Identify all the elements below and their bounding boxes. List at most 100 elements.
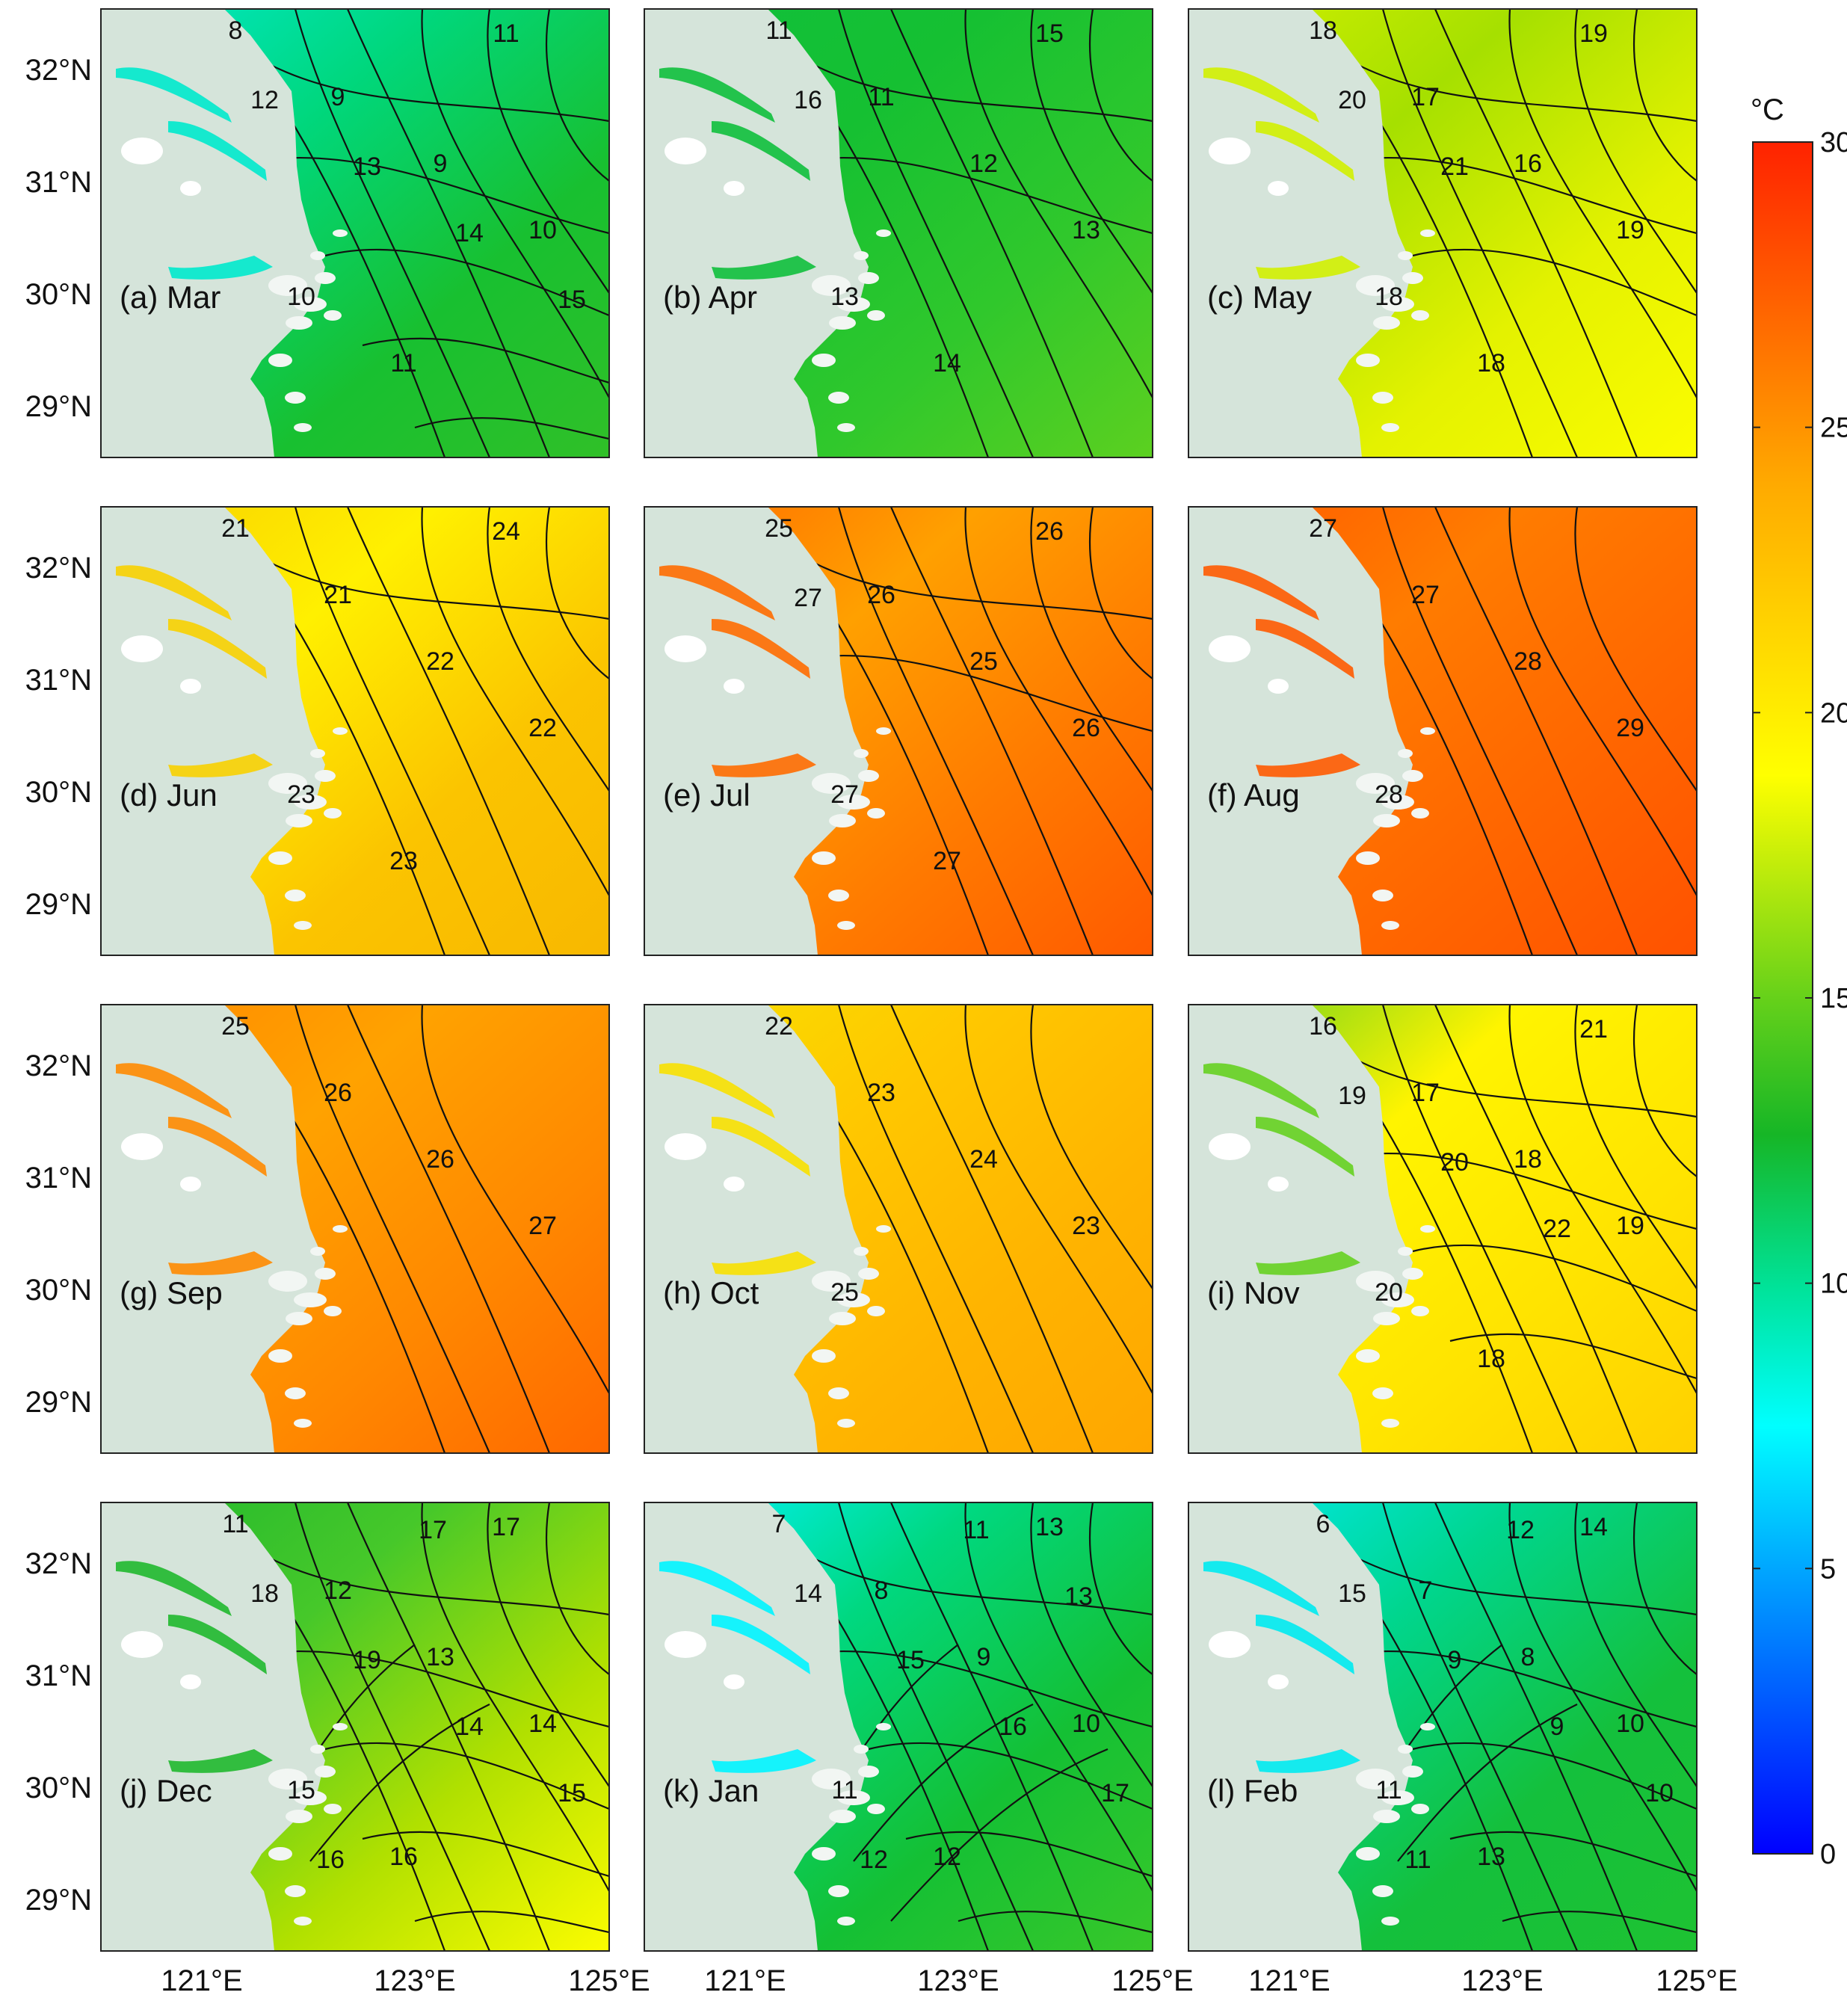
contour-label: 24: [969, 1145, 998, 1174]
contour-label: 9: [1448, 1646, 1462, 1674]
contour-label: 17: [1411, 83, 1440, 111]
land: [101, 507, 325, 955]
yangtze-channel: [659, 1063, 775, 1118]
island: [268, 1349, 292, 1363]
contour-label: 14: [794, 1579, 822, 1608]
latitude-tick-label: 30°N: [25, 1274, 92, 1307]
island: [1398, 749, 1413, 758]
island: [285, 1387, 306, 1399]
contour-label: 11: [1375, 1776, 1402, 1804]
island: [1372, 1387, 1393, 1399]
island: [333, 1225, 348, 1233]
panel-frame: [1188, 8, 1698, 458]
isotherm-line: [1089, 9, 1153, 182]
isotherm-line: [868, 1742, 1153, 1810]
latitude-tick-label: 31°N: [25, 1659, 92, 1692]
island: [1411, 1306, 1429, 1316]
isotherm-line: [964, 9, 1153, 398]
yangtze-channel: [712, 121, 810, 181]
island: [294, 921, 312, 930]
yangtze-channel: [168, 1615, 267, 1674]
isotherm-line: [1434, 9, 1638, 457]
panel-label: (l) Feb: [1207, 1773, 1298, 1808]
map-panel-apr: 11 11 12 13 13 14 15 16 (b) Apr: [644, 8, 1153, 458]
panel-frame: [1188, 1502, 1698, 1952]
island: [310, 1745, 325, 1754]
island: [837, 795, 870, 810]
land: [1188, 1502, 1413, 1951]
contour-label: 14: [455, 219, 484, 247]
hangzhou-bay: [712, 753, 816, 777]
hangzhou-bay: [1256, 1251, 1360, 1275]
yangtze-channel: [1203, 1063, 1319, 1118]
contour-label: 23: [389, 847, 418, 875]
isotherm-line: [487, 9, 609, 294]
contour-label: 26: [1072, 714, 1100, 742]
contour-label: 15: [896, 1646, 925, 1674]
island: [867, 1804, 885, 1814]
contour-label: 11: [1404, 1846, 1431, 1874]
island: [1356, 1349, 1380, 1363]
isotherm-line: [837, 1502, 1034, 1951]
yangtze-channel: [712, 1615, 810, 1674]
isotherm-lines: [756, 1502, 1153, 1951]
contour-label: 27: [830, 780, 859, 809]
latitude-tick-label: 32°N: [25, 552, 92, 585]
isotherm-line: [546, 9, 609, 182]
lake: [1209, 1631, 1251, 1658]
isotherm-line: [1089, 507, 1153, 679]
island: [315, 1268, 336, 1280]
latitude-tick-label: 31°N: [25, 166, 92, 199]
island: [854, 749, 869, 758]
isotherm-line: [1633, 1502, 1697, 1675]
contour-label: 26: [324, 1079, 352, 1107]
island: [1372, 890, 1393, 901]
yangtze-channel: [116, 1561, 232, 1616]
isotherm-line: [889, 1005, 1094, 1453]
yangtze-channel: [1256, 121, 1354, 181]
isotherm-line: [793, 53, 1153, 123]
isotherm-line: [346, 1005, 551, 1453]
contour-label: 27: [1309, 514, 1337, 543]
contour-label: 12: [933, 1843, 961, 1871]
yangtze-channel: [168, 619, 267, 679]
island: [324, 808, 342, 819]
contour-label: 13: [1035, 1513, 1064, 1541]
isotherm-line: [294, 507, 491, 955]
contour-label: 18: [1477, 349, 1505, 377]
island: [1398, 251, 1413, 260]
island: [1381, 423, 1399, 432]
contour-label: 18: [1514, 1145, 1542, 1174]
map-panel-jan: 7 8 9 10 11 12 13 14 15 16 17 12 11 13 (k) Jan: [644, 1502, 1153, 1952]
island: [315, 272, 336, 284]
panel-label: (h) Oct: [663, 1275, 759, 1310]
longitude-tick-label: 121°E: [161, 1964, 243, 1997]
map-panel-nov: 16 17 18 19 20 18 21 19 20 22 (i) Nov: [1188, 1004, 1698, 1454]
island: [268, 354, 292, 367]
island: [1381, 1419, 1399, 1428]
isotherm-line: [793, 551, 1153, 620]
isotherm-line: [250, 53, 609, 123]
island: [1381, 1917, 1399, 1926]
island: [268, 851, 292, 865]
isotherm-line: [1633, 9, 1697, 182]
island: [315, 770, 336, 782]
latitude-tick-label: 29°N: [25, 888, 92, 921]
island: [837, 1419, 855, 1428]
contour-label: 16: [999, 1713, 1027, 1741]
isotherm-line: [853, 1704, 1034, 1862]
contour-label: 10: [1616, 1710, 1644, 1738]
contour-label: 10: [528, 216, 557, 244]
map-panel-oct: 22 23 24 23 25 (h) Oct: [644, 1004, 1153, 1454]
island: [1356, 1769, 1395, 1790]
island: [854, 1247, 869, 1256]
lake: [724, 679, 744, 694]
contour-label: 11: [390, 349, 416, 377]
contour-label: 13: [1477, 1843, 1505, 1871]
isotherm-line: [1449, 1333, 1697, 1380]
isotherm-line: [964, 1502, 1153, 1892]
hangzhou-bay: [168, 1749, 273, 1773]
isotherm-line: [1508, 1005, 1697, 1394]
contour-label: 22: [765, 1012, 793, 1041]
